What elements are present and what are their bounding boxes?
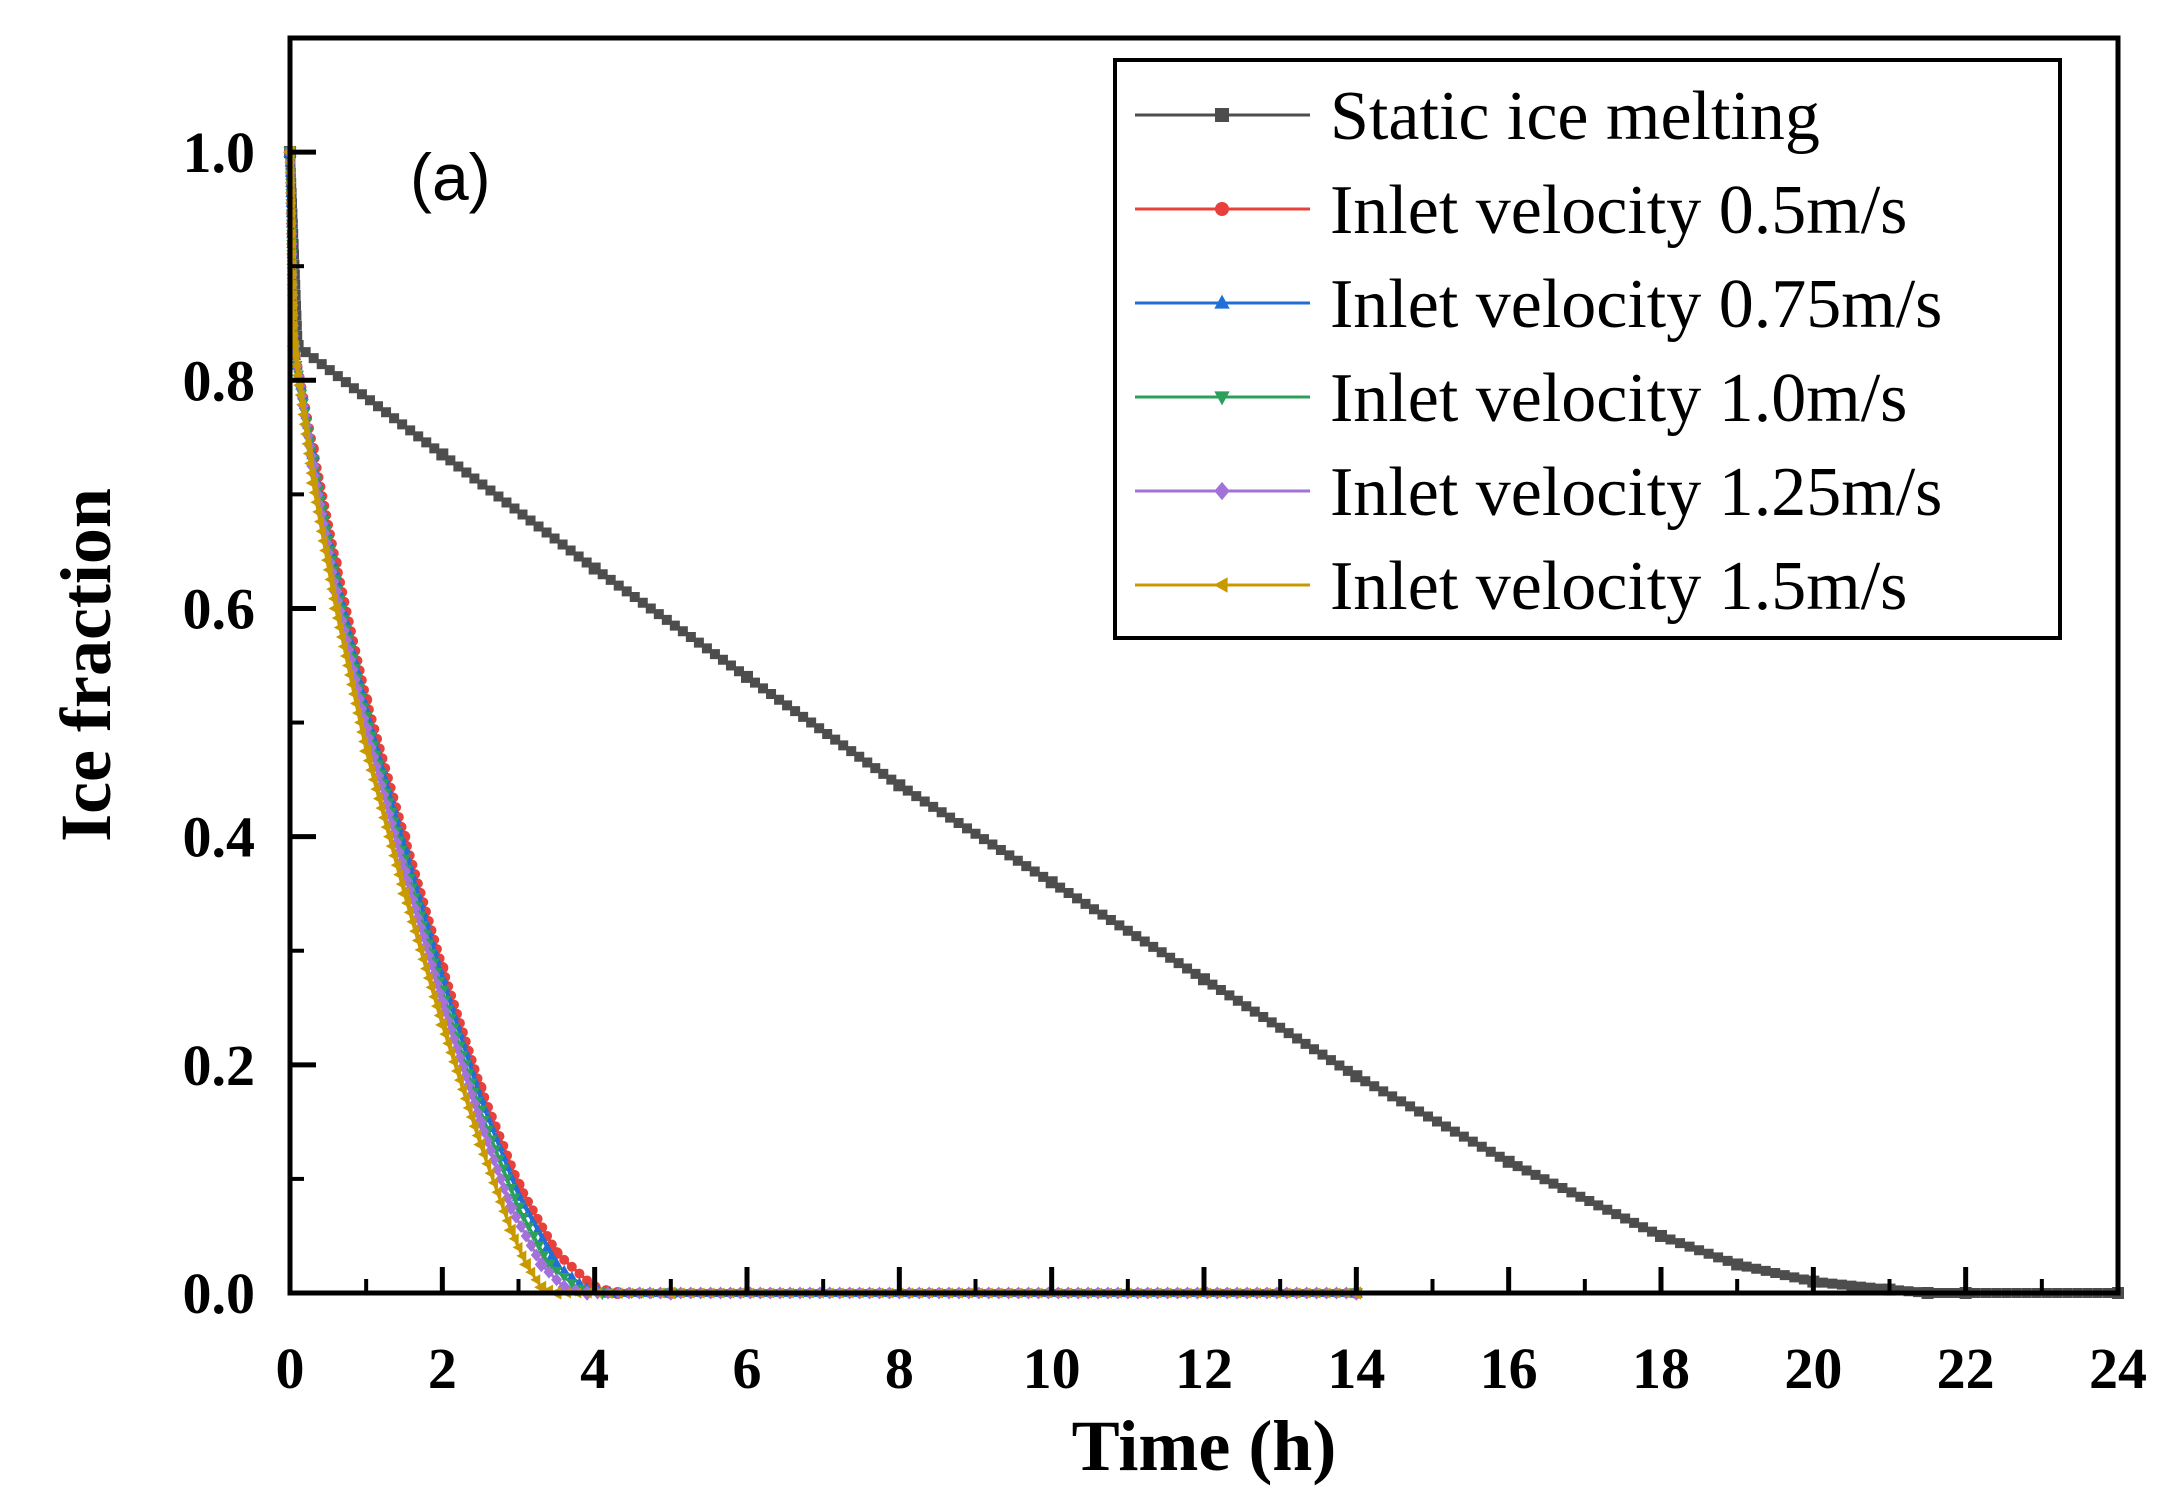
legend-box (1113, 58, 2062, 640)
y-tick-label: 0.4 (183, 805, 256, 870)
x-tick-label: 8 (885, 1336, 914, 1401)
y-tick-label: 0.8 (183, 348, 256, 413)
data-point (397, 863, 411, 879)
data-point (504, 1199, 518, 1216)
data-point (473, 1138, 486, 1152)
data-point (1731, 1258, 1744, 1271)
data-point (1350, 1070, 1363, 1083)
data-point (359, 720, 373, 737)
y-tick-label: 0.2 (183, 1033, 256, 1098)
data-point (741, 670, 753, 683)
legend-entry-label: Inlet velocity 0.5m/s (1330, 172, 1907, 249)
legend-swatch-marker (1214, 391, 1230, 406)
x-tick-label: 14 (1327, 1336, 1385, 1401)
legend-swatch-marker (1215, 108, 1229, 122)
x-tick-label: 16 (1480, 1336, 1538, 1401)
legend-entry-label: Static ice melting (1330, 78, 1820, 155)
x-tick-label: 12 (1175, 1336, 1233, 1401)
legend-entry-label: Inlet velocity 0.75m/s (1330, 266, 1942, 343)
x-tick-label: 2 (428, 1336, 457, 1401)
x-tick-label: 6 (733, 1336, 762, 1401)
data-point (397, 887, 410, 901)
data-point (1198, 973, 1210, 986)
legend: Static ice melting Inlet velocity 0.5m/s I… (1113, 58, 2062, 640)
legend-swatch-marker (1214, 294, 1230, 309)
tick-layer: 0 2 4 6 8 10 12 14 16 18 20 22 240.00.20.40.60.81.0 (183, 36, 2147, 1401)
data-point (358, 744, 371, 758)
x-tick-label: 18 (1632, 1336, 1690, 1401)
y-axis-title: Ice fraction (46, 488, 126, 842)
x-tick-label: 10 (1023, 1336, 1081, 1401)
data-point (518, 1257, 531, 1272)
data-point (286, 339, 299, 353)
x-axis-title: Time (h) (1072, 1406, 1337, 1486)
data-point (893, 779, 906, 792)
x-tick-label: 22 (1937, 1336, 1995, 1401)
legend-swatch-marker (1213, 577, 1228, 593)
data-point (1045, 876, 1058, 889)
data-point (1502, 1155, 1515, 1168)
y-tick-label: 1.0 (183, 120, 256, 185)
data-point (503, 1223, 516, 1237)
data-point (328, 601, 341, 616)
legend-swatch-marker (1214, 481, 1230, 501)
legend-swatch-marker (1215, 202, 1229, 216)
data-point (534, 1256, 548, 1273)
data-point (1655, 1229, 1667, 1242)
data-point (436, 448, 449, 461)
y-tick-label: 0.6 (183, 576, 256, 641)
legend-entry-label: Inlet velocity 1.25m/s (1330, 454, 1942, 531)
x-tick-label: 24 (2089, 1336, 2147, 1401)
legend-entry-label: Inlet velocity 1.5m/s (1330, 548, 1907, 625)
panel-annotation: (a) (410, 140, 491, 214)
x-tick-label: 0 (276, 1336, 305, 1401)
y-tick-label: 0.0 (183, 1261, 256, 1326)
data-point (588, 562, 601, 575)
data-point (305, 476, 318, 490)
data-point (435, 1018, 448, 1032)
x-tick-label: 4 (580, 1336, 609, 1401)
legend-entry-label: Inlet velocity 1.0m/s (1330, 360, 1907, 437)
x-tick-label: 20 (1784, 1336, 1842, 1401)
